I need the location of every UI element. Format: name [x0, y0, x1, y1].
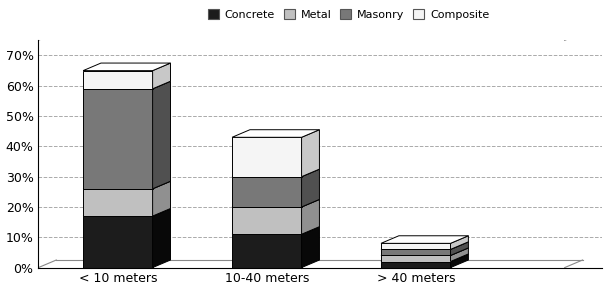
Polygon shape	[381, 254, 468, 262]
Bar	[83, 89, 153, 189]
Bar	[232, 137, 302, 177]
Bar	[381, 243, 451, 249]
Polygon shape	[381, 242, 468, 249]
Polygon shape	[302, 227, 319, 268]
Polygon shape	[381, 236, 468, 243]
Bar	[83, 71, 153, 89]
Polygon shape	[232, 227, 319, 234]
Bar	[381, 262, 451, 268]
Polygon shape	[153, 81, 170, 189]
Polygon shape	[451, 236, 468, 249]
Polygon shape	[83, 63, 170, 71]
Polygon shape	[83, 208, 170, 216]
Polygon shape	[451, 242, 468, 255]
Polygon shape	[83, 181, 170, 189]
Polygon shape	[153, 208, 170, 268]
Polygon shape	[232, 130, 319, 137]
Bar	[232, 177, 302, 207]
Legend: Concrete, Metal, Masonry, Composite: Concrete, Metal, Masonry, Composite	[204, 5, 494, 24]
Polygon shape	[302, 169, 319, 207]
Bar	[381, 249, 451, 255]
Polygon shape	[153, 63, 170, 89]
Polygon shape	[232, 199, 319, 207]
Polygon shape	[451, 248, 468, 262]
Bar	[381, 255, 451, 262]
Polygon shape	[153, 181, 170, 216]
Polygon shape	[302, 130, 319, 177]
Polygon shape	[381, 248, 468, 255]
Polygon shape	[302, 199, 319, 234]
Bar	[232, 234, 302, 268]
Polygon shape	[232, 169, 319, 177]
Polygon shape	[83, 81, 170, 89]
Polygon shape	[451, 254, 468, 268]
Bar	[83, 216, 153, 268]
Bar	[232, 207, 302, 234]
Bar	[83, 189, 153, 216]
